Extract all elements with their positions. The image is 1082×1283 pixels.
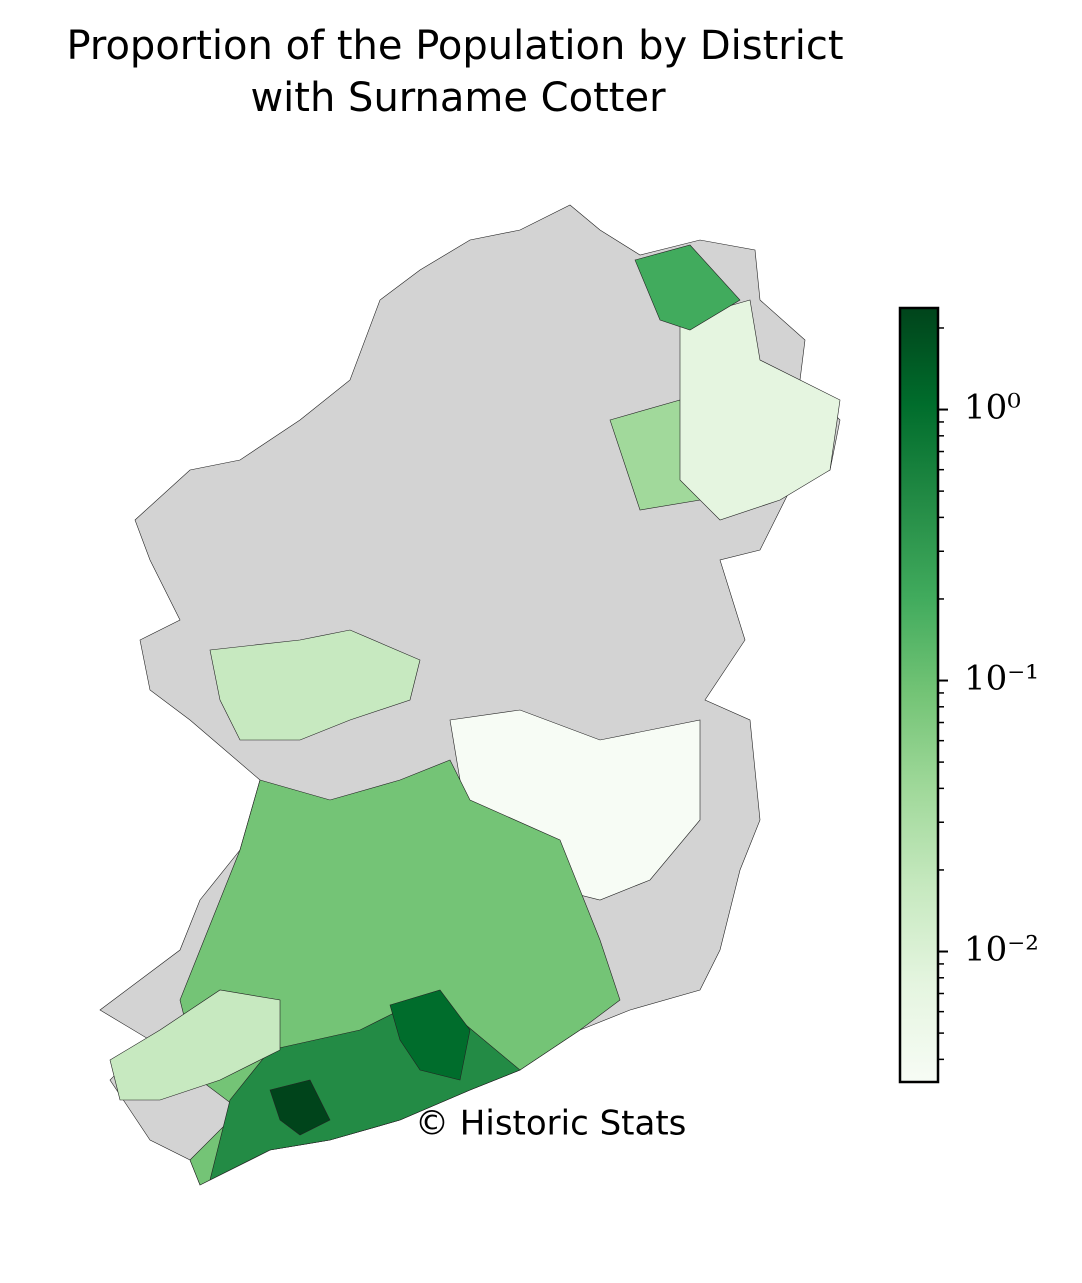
colorbar-tick-label: 10⁻¹ xyxy=(964,659,1039,699)
colorbar xyxy=(898,306,940,1084)
district xyxy=(209,629,421,741)
district xyxy=(269,1079,331,1136)
colorbar-tick-label: 10⁰ xyxy=(964,388,1021,428)
annotation: © Historic Stats xyxy=(415,1104,686,1144)
colorbar-tick-label: 10⁻² xyxy=(964,930,1039,970)
chart-title: with Surname Cotter xyxy=(250,75,666,121)
district xyxy=(389,989,471,1081)
district xyxy=(109,989,281,1101)
district xyxy=(634,244,741,331)
map xyxy=(99,204,841,1186)
chart-title: Proportion of the Population by District xyxy=(66,23,843,69)
district xyxy=(679,299,841,521)
